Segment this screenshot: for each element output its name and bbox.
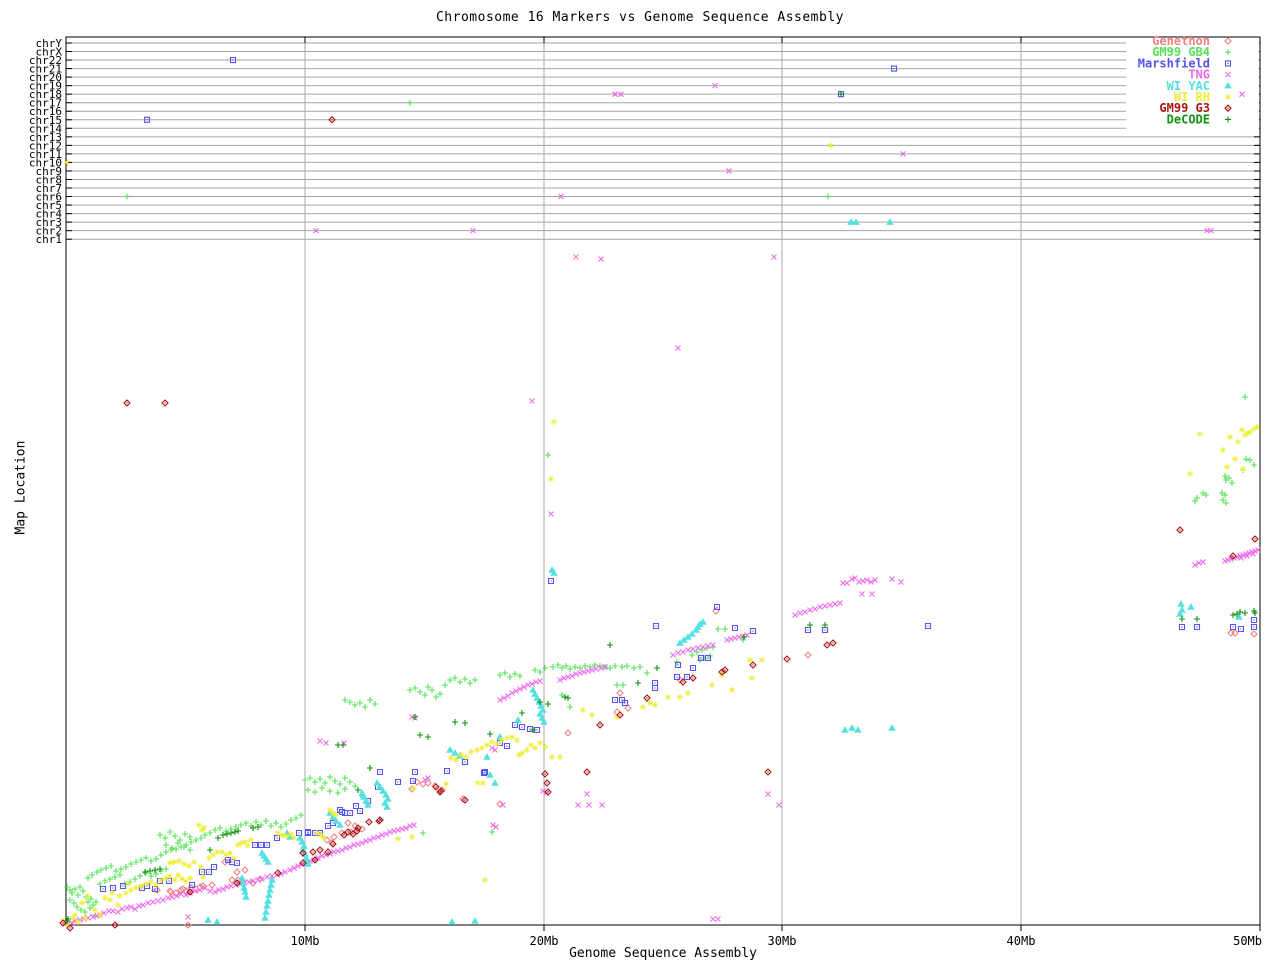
legend-marker-diamond-icon	[1224, 37, 1232, 45]
legend-label: WI YAC	[1167, 79, 1210, 93]
series-decode	[64, 91, 1258, 924]
chromosome-rows: chrYchrXchr22chr21chr20chr19chr18chr17ch…	[29, 37, 1260, 246]
legend-entry: Genethon	[1152, 34, 1232, 48]
x-gridlines: 10Mb 20Mb 30Mb 40Mb 50Mb	[291, 37, 1262, 948]
legend-marker-cross-icon	[1225, 71, 1231, 78]
legend-entry: TNG	[1188, 68, 1231, 82]
legend-background	[1126, 38, 1259, 130]
chromosome-label: chr17	[29, 97, 62, 110]
chromosome-label: chr8	[36, 173, 63, 186]
chromosome-label: chr20	[29, 71, 62, 84]
x-tick-label: 30Mb	[768, 934, 797, 948]
legend-marker-asterisk-icon	[1225, 94, 1231, 100]
chromosome-label: chr4	[36, 208, 63, 221]
legend-entry: Marshfield	[1138, 56, 1232, 70]
x-tick-label: 50Mb	[1233, 934, 1262, 948]
x-tick-label: 10Mb	[291, 934, 320, 948]
chart-title: Chromosome 16 Markers vs Genome Sequence…	[435, 10, 844, 25]
chromosome-label: chr14	[29, 122, 62, 135]
scatter-points	[204, 218, 1243, 925]
legend-entry: WI YAC	[1167, 79, 1232, 93]
legend-label: DeCODE	[1167, 112, 1210, 126]
legend-entry: GM99 GB4	[1152, 45, 1231, 59]
x-tick-label: 20Mb	[530, 934, 559, 948]
legend-entry: WI RH	[1174, 90, 1231, 104]
chromosome-label: chr11	[29, 148, 62, 161]
scatter-points	[64, 91, 1258, 924]
series-gm99-gb4	[64, 99, 1257, 918]
y-axis-title: Map Location	[13, 440, 29, 535]
legend-label: Marshfield	[1138, 56, 1210, 70]
chromosome-label: chr2	[36, 225, 63, 238]
chromosome-label: chr1	[36, 233, 63, 246]
chromosome-label: chr19	[29, 80, 62, 93]
legend-marker-diamond-dot-icon	[1224, 104, 1232, 112]
x-axis-title: Genome Sequence Assembly	[569, 946, 757, 961]
legend-label: GM99 GB4	[1152, 45, 1210, 59]
scatter-points	[62, 82, 1261, 927]
chromosome-label: chr7	[36, 182, 63, 195]
chromosome-label: chr16	[29, 105, 62, 118]
legend-marker-square-dot-icon	[1224, 60, 1232, 67]
chromosome-label: chrY	[36, 37, 63, 50]
legend-entry: GM99 G3	[1159, 101, 1232, 115]
series-tng	[62, 82, 1261, 927]
chromosome-label: chr21	[29, 63, 62, 76]
chromosome-label: chr15	[29, 114, 62, 127]
chromosome-label: chr5	[36, 199, 63, 212]
chromosome-label: chr13	[29, 131, 62, 144]
scatter-points	[99, 57, 1258, 893]
legend-entry: DeCODE	[1167, 112, 1231, 126]
legend-label: WI RH	[1174, 90, 1210, 104]
chromosome-label: chrX	[36, 46, 63, 59]
scatter-points	[64, 99, 1257, 918]
legend-label: TNG	[1188, 68, 1210, 82]
chromosome-label: chr3	[36, 216, 63, 229]
series-gm99-g3	[59, 115, 1259, 932]
scatter-points	[60, 142, 1260, 928]
chromosome-label: chr9	[36, 165, 63, 178]
plot-border	[65, 36, 1261, 926]
x-tick-label: 40Mb	[1007, 934, 1036, 948]
series-wi-yac	[204, 218, 1243, 925]
chromosome-label: chr10	[29, 156, 62, 169]
chromosome-label: chr22	[29, 54, 62, 67]
chromosome-label: chr18	[29, 88, 62, 101]
legend-marker-plus-icon	[1225, 49, 1231, 56]
legend-marker-triangle-icon	[1224, 81, 1232, 89]
legend-label: Genethon	[1152, 34, 1210, 48]
scatter-points	[59, 115, 1259, 932]
chromosome-label: chr6	[36, 191, 63, 204]
legend-label: GM99 G3	[1159, 101, 1210, 115]
chromosome-label: chr12	[29, 139, 62, 152]
series-wi-rh	[60, 142, 1260, 928]
series-marshfield	[99, 57, 1258, 893]
legend-marker-plus-icon	[1225, 116, 1231, 123]
